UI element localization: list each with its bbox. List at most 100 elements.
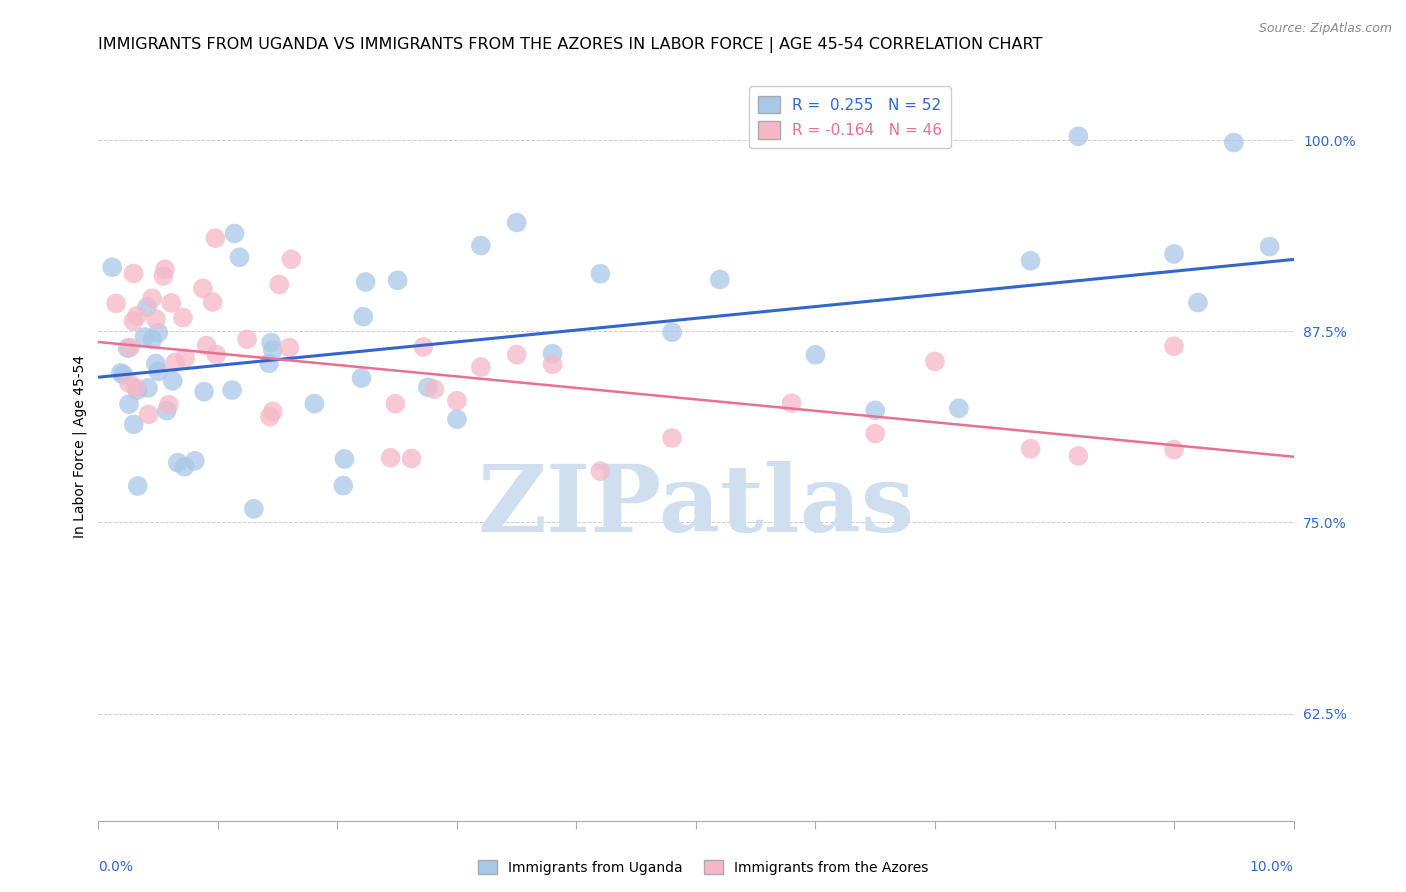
Point bbox=[112, 368, 135, 382]
Point bbox=[145, 357, 167, 371]
Point bbox=[195, 338, 218, 352]
Point bbox=[122, 314, 145, 328]
Point bbox=[117, 341, 139, 355]
Point bbox=[1019, 442, 1042, 456]
Legend: Immigrants from Uganda, Immigrants from the Azores: Immigrants from Uganda, Immigrants from … bbox=[472, 855, 934, 880]
Point bbox=[118, 397, 141, 411]
Point bbox=[709, 272, 731, 286]
Point bbox=[1163, 442, 1185, 457]
Point bbox=[162, 374, 184, 388]
Point bbox=[401, 451, 423, 466]
Point bbox=[589, 267, 612, 281]
Point bbox=[141, 291, 163, 305]
Point bbox=[269, 277, 291, 292]
Point bbox=[865, 426, 887, 441]
Point bbox=[145, 312, 167, 326]
Point bbox=[948, 401, 970, 416]
Point bbox=[384, 397, 406, 411]
Point bbox=[201, 295, 224, 310]
Point bbox=[865, 403, 887, 417]
Point bbox=[160, 296, 183, 310]
Point bbox=[172, 310, 194, 325]
Point bbox=[332, 478, 354, 492]
Point bbox=[118, 376, 141, 390]
Point bbox=[354, 275, 377, 289]
Point bbox=[1067, 129, 1090, 144]
Point bbox=[1187, 295, 1209, 310]
Point bbox=[259, 409, 281, 424]
Point bbox=[541, 357, 564, 371]
Point bbox=[153, 262, 176, 277]
Point bbox=[205, 348, 228, 362]
Point bbox=[191, 281, 214, 295]
Point bbox=[1163, 247, 1185, 261]
Point bbox=[1258, 239, 1281, 253]
Point bbox=[470, 238, 492, 252]
Point bbox=[243, 501, 266, 516]
Point bbox=[221, 383, 243, 397]
Point bbox=[446, 393, 468, 408]
Point bbox=[138, 408, 160, 422]
Point bbox=[136, 381, 159, 395]
Point bbox=[260, 335, 283, 350]
Point bbox=[122, 417, 145, 432]
Text: 0.0%: 0.0% bbox=[98, 860, 134, 873]
Point bbox=[146, 326, 169, 340]
Point bbox=[506, 215, 529, 229]
Point bbox=[101, 260, 124, 275]
Point bbox=[333, 452, 356, 467]
Point bbox=[506, 348, 529, 362]
Point bbox=[166, 456, 188, 470]
Point bbox=[1163, 339, 1185, 353]
Text: Source: ZipAtlas.com: Source: ZipAtlas.com bbox=[1258, 22, 1392, 36]
Point bbox=[780, 396, 803, 410]
Point bbox=[304, 396, 326, 410]
Point bbox=[134, 330, 156, 344]
Point bbox=[416, 380, 439, 394]
Point bbox=[125, 381, 148, 395]
Point bbox=[446, 412, 468, 426]
Point bbox=[148, 364, 170, 378]
Point bbox=[541, 346, 564, 360]
Point bbox=[804, 348, 827, 362]
Point bbox=[380, 450, 402, 465]
Point bbox=[127, 383, 149, 397]
Point bbox=[204, 231, 226, 245]
Point bbox=[262, 343, 284, 357]
Point bbox=[924, 354, 946, 368]
Point bbox=[120, 341, 142, 355]
Point bbox=[661, 325, 683, 339]
Point bbox=[193, 384, 215, 399]
Point bbox=[280, 252, 302, 267]
Point bbox=[236, 332, 259, 346]
Point bbox=[470, 360, 492, 375]
Point bbox=[105, 296, 128, 310]
Y-axis label: In Labor Force | Age 45-54: In Labor Force | Age 45-54 bbox=[73, 354, 87, 538]
Point bbox=[125, 309, 148, 323]
Point bbox=[141, 333, 163, 347]
Text: 10.0%: 10.0% bbox=[1250, 860, 1294, 873]
Point bbox=[152, 268, 174, 283]
Point bbox=[184, 454, 207, 468]
Point bbox=[173, 459, 195, 474]
Point bbox=[1223, 136, 1246, 150]
Legend: R =  0.255   N = 52, R = -0.164   N = 46: R = 0.255 N = 52, R = -0.164 N = 46 bbox=[749, 87, 952, 148]
Point bbox=[257, 356, 280, 370]
Point bbox=[127, 479, 149, 493]
Point bbox=[136, 300, 159, 314]
Point bbox=[1019, 253, 1042, 268]
Point bbox=[423, 382, 446, 396]
Point bbox=[278, 341, 301, 355]
Point bbox=[165, 355, 187, 369]
Point bbox=[228, 250, 250, 264]
Point bbox=[589, 464, 612, 478]
Point bbox=[412, 340, 434, 354]
Point bbox=[350, 371, 373, 385]
Point bbox=[387, 273, 409, 287]
Point bbox=[110, 366, 132, 380]
Point bbox=[661, 431, 683, 445]
Point bbox=[174, 351, 197, 365]
Point bbox=[156, 403, 179, 417]
Point bbox=[262, 404, 284, 418]
Point bbox=[352, 310, 374, 324]
